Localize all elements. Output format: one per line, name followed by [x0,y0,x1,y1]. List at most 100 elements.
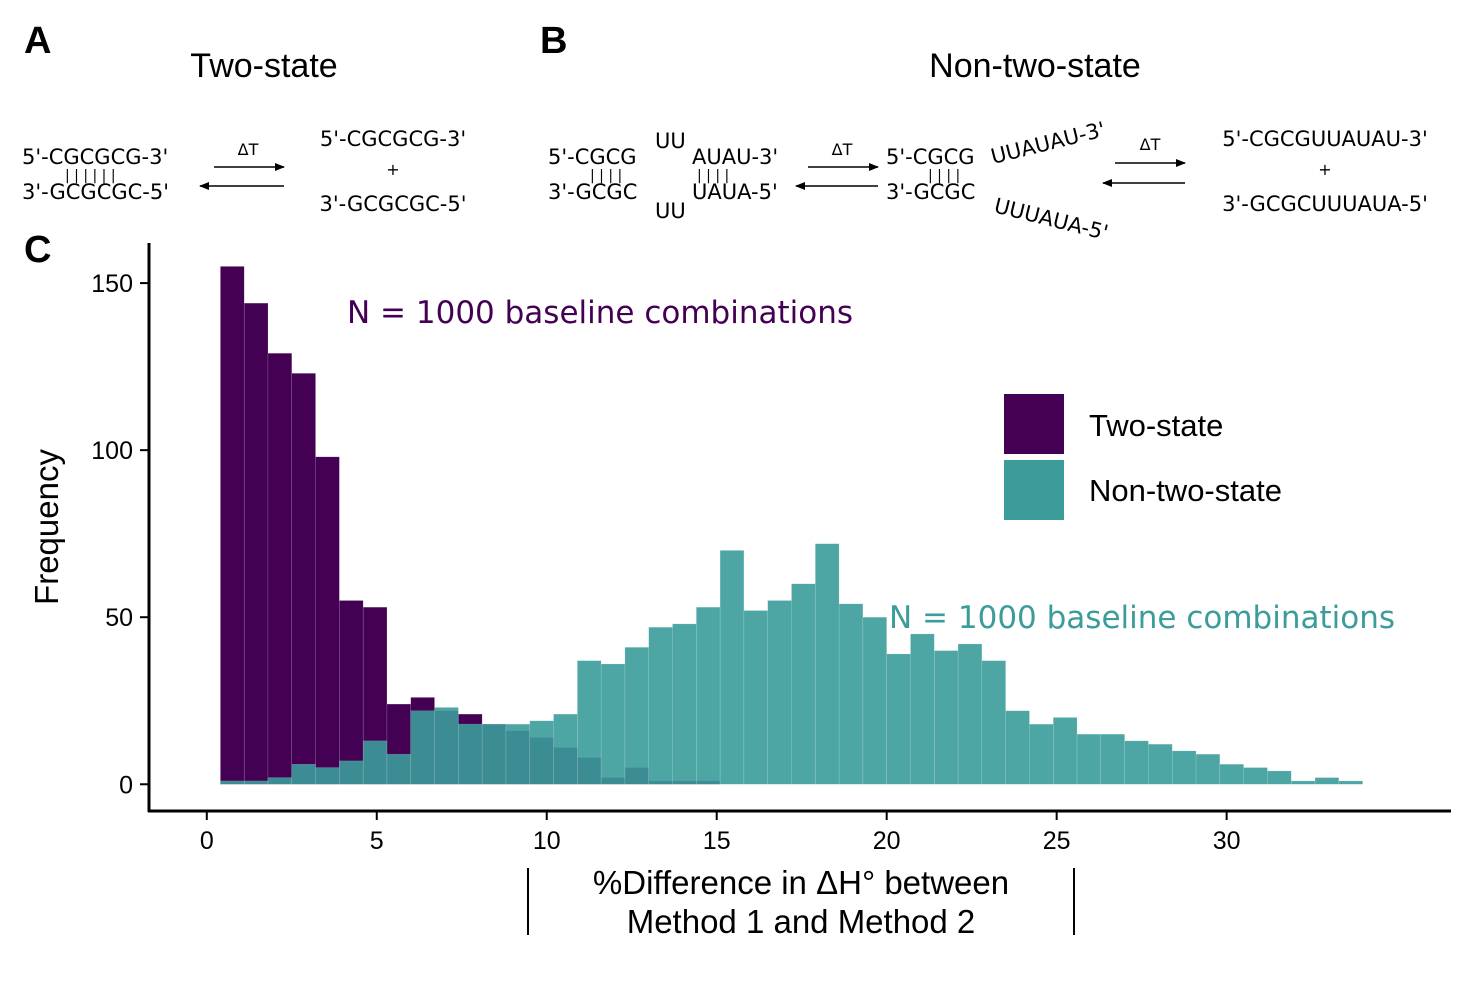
legend-swatch-non-two-state [1004,460,1064,520]
loop-duplex-pairs-left: | | | | [590,168,622,184]
x-tick-label: 20 [873,827,901,855]
frayed-duplex-bottom-tail: UUUAUA-5' [992,194,1111,245]
x-tick-label: 0 [200,827,214,855]
loop-duplex-top-left: 5'-CGCG [548,145,637,169]
panel-letter-b: B [540,20,567,62]
y-axis-title: Frequency [28,449,65,605]
y-tick-label: 50 [105,604,133,632]
histogram-bar-non-two-state [743,610,768,785]
histogram-bar-two-state [243,302,269,785]
histogram-bar-non-two-state [815,543,840,785]
loop-duplex-bottom-loop: UU [655,199,686,223]
histogram-bar-non-two-state [386,753,412,785]
legend-label-two-state: Two-state [1089,408,1223,443]
histogram-bar-non-two-state [1171,750,1197,785]
histogram-bar-non-two-state [1005,710,1030,785]
histogram-bar-two-state [267,353,293,785]
histogram-bar-non-two-state [1148,743,1173,785]
single-strand-top: 5'-CGCGCG-3' [320,127,466,151]
frayed-duplex-top-left: 5'-CGCG [886,145,975,169]
duplex-top-strand: 5'-CGCGCG-3' [22,145,168,169]
axis-ticks: 0 5 10 15 20 25 30 0 50 100 150 [91,270,1240,855]
histogram-bar-non-two-state [648,626,673,785]
histogram-bar-non-two-state [1076,733,1102,785]
histogram-bar-non-two-state [434,707,459,785]
histogram-bar-non-two-state [862,616,887,785]
panel-a: A Two-state 5'-CGCGCG-3' | | | | | | 3'-… [22,20,467,216]
histogram-bars [220,266,1363,785]
histogram-bar-non-two-state [791,583,816,785]
legend: Two-state Non-two-state [1004,394,1282,520]
histogram-bar-non-two-state [458,723,483,785]
frayed-duplex-pairs: | | | | [928,168,960,184]
histogram-bar-non-two-state [410,710,435,785]
histogram-bar-non-two-state [838,603,864,785]
histogram-bar-non-two-state [243,780,269,785]
histogram-bar-non-two-state [1219,763,1244,785]
loop-duplex-bottom-right: UAUA-5' [692,180,778,204]
histogram-bar-two-state [315,456,340,785]
histogram-bar-non-two-state [672,623,697,785]
y-tick-label: 150 [91,270,133,298]
histogram-bar-non-two-state [1053,717,1078,785]
legend-label-non-two-state: Non-two-state [1089,473,1282,508]
loop-duplex-pairs-right: | | | | [697,168,729,184]
histogram-bar-non-two-state [981,660,1006,785]
histogram-bar-non-two-state [1100,733,1125,785]
histogram-bar-non-two-state [220,780,245,785]
duplex-base-pairs: | | | | | | [65,168,116,184]
histogram-bar-non-two-state [600,663,626,785]
histogram-bar-non-two-state [934,650,959,785]
histogram-bar-non-two-state [577,660,602,785]
plus-sign-b: + [1318,160,1331,179]
annotation-non-two-state: N = 1000 baseline combinations [889,600,1395,636]
panel-letter-a: A [24,20,51,62]
x-tick-label: 10 [533,827,561,855]
histogram-bar-non-two-state [719,550,745,785]
histogram-bar-non-two-state [1290,780,1316,785]
x-tick-label: 30 [1213,827,1241,855]
histogram-bar-two-state [339,600,364,785]
histogram-bar-non-two-state [767,600,792,785]
single-strand-top-b: 5'-CGCGUUAUAU-3' [1222,127,1428,151]
frayed-duplex-bottom-left: 3'-GCGC [886,180,975,204]
histogram-bar-non-two-state [291,763,316,785]
panel-b: B Non-two-state 5'-CGCG UU AUAU-3' | | |… [540,20,1428,245]
x-tick-label: 15 [703,827,731,855]
histogram-bar-non-two-state [957,643,983,785]
loop-duplex-top-loop: UU [655,129,686,153]
histogram-bar-non-two-state [696,606,721,785]
histogram-bar-two-state [291,373,316,785]
histogram-bar-non-two-state [339,760,364,785]
histogram-bar-non-two-state [1195,753,1221,785]
panel-letter-c: C [24,229,51,271]
histogram-bar-non-two-state [481,723,507,785]
loop-duplex-bottom-left: 3'-GCGC [548,180,637,204]
histogram-bar-non-two-state [1124,740,1149,785]
histogram-bar-non-two-state [529,720,554,785]
x-tick-label: 25 [1043,827,1071,855]
x-tick-label: 5 [370,827,384,855]
single-strand-bottom-b: 3'-GCGCUUUAUA-5' [1222,192,1428,216]
annotation-two-state: N = 1000 baseline combinations [347,295,853,331]
x-axis-title-line1: %Difference in ΔH° between [593,864,1009,901]
histogram-bar-non-two-state [624,647,649,785]
loop-duplex-top-right: AUAU-3' [692,145,778,169]
duplex-bottom-strand: 3'-GCGCGC-5' [22,180,169,204]
histogram-bar-non-two-state [505,723,531,785]
histogram-bar-non-two-state [1243,767,1268,785]
y-tick-label: 0 [119,771,133,799]
single-strand-bottom: 3'-GCGCGC-5' [320,192,467,216]
histogram-bar-non-two-state [267,777,293,785]
histogram-bar-non-two-state [886,653,911,785]
arrow2-label-delta-t: ΔT [1140,135,1161,154]
panel-a-title: Two-state [190,47,337,85]
plus-sign: + [386,160,399,179]
x-axis-title-line2: Method 1 and Method 2 [627,903,976,940]
histogram-bar-non-two-state [910,633,935,785]
frayed-duplex-top-tail: UUAUAU-3' [988,117,1107,169]
histogram-bar-non-two-state [362,740,388,785]
histogram-bar-non-two-state [1338,780,1363,785]
histogram-bar-two-state [220,266,245,785]
